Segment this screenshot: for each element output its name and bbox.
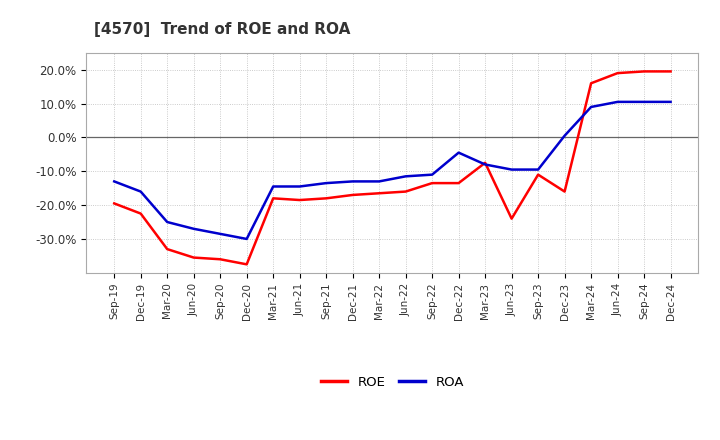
- ROE: [322, 196, 330, 201]
- ROE: [560, 189, 569, 194]
- ROE: [269, 196, 277, 201]
- ROA: [163, 220, 171, 225]
- ROA: [348, 179, 357, 184]
- ROA: [322, 180, 330, 186]
- ROE: [375, 191, 384, 196]
- Line: ROA: ROA: [114, 102, 670, 239]
- ROE: [189, 255, 198, 260]
- ROA: [243, 236, 251, 242]
- ROE: [454, 180, 463, 186]
- ROE: [508, 216, 516, 221]
- ROA: [560, 133, 569, 138]
- ROA: [640, 99, 649, 105]
- ROA: [428, 172, 436, 177]
- ROE: [243, 262, 251, 267]
- ROE: [640, 69, 649, 74]
- ROE: [666, 69, 675, 74]
- Text: [4570]  Trend of ROE and ROA: [4570] Trend of ROE and ROA: [94, 22, 350, 37]
- ROE: [136, 211, 145, 216]
- Legend: ROE, ROA: ROE, ROA: [315, 370, 469, 394]
- ROE: [295, 198, 304, 203]
- ROA: [587, 104, 595, 110]
- ROE: [348, 192, 357, 198]
- ROA: [613, 99, 622, 105]
- ROE: [481, 160, 490, 165]
- ROA: [295, 184, 304, 189]
- ROA: [375, 179, 384, 184]
- ROA: [481, 162, 490, 167]
- ROA: [401, 174, 410, 179]
- ROE: [163, 246, 171, 252]
- ROA: [454, 150, 463, 155]
- ROE: [401, 189, 410, 194]
- ROA: [189, 226, 198, 231]
- ROA: [136, 189, 145, 194]
- ROE: [110, 201, 119, 206]
- Line: ROE: ROE: [114, 71, 670, 264]
- ROE: [587, 81, 595, 86]
- ROA: [508, 167, 516, 172]
- ROE: [534, 172, 542, 177]
- ROA: [666, 99, 675, 105]
- ROA: [216, 231, 225, 237]
- ROA: [110, 179, 119, 184]
- ROA: [269, 184, 277, 189]
- ROE: [216, 257, 225, 262]
- ROE: [428, 180, 436, 186]
- ROA: [534, 167, 542, 172]
- ROE: [613, 70, 622, 76]
